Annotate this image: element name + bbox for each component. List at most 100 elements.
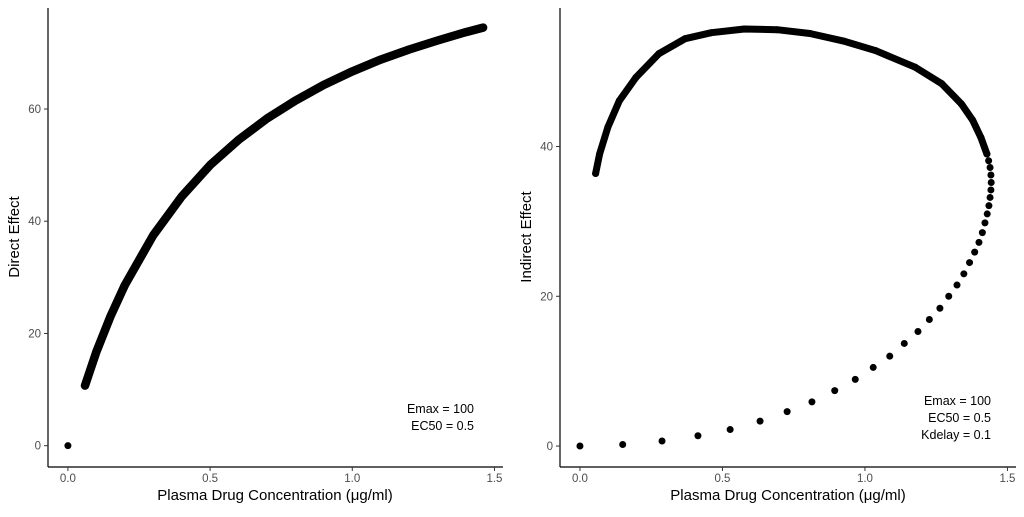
x-tick-label: 1.0 bbox=[857, 473, 873, 485]
x-tick-label: 0.5 bbox=[202, 473, 218, 485]
x-tick-label: 1.0 bbox=[344, 473, 360, 485]
annotation-kdelay: Kdelay = 0.1 bbox=[921, 428, 991, 442]
data-point bbox=[986, 193, 994, 201]
y-tick-label: 20 bbox=[540, 291, 553, 303]
y-axis-title: Indirect Effect bbox=[518, 190, 535, 282]
data-point bbox=[121, 281, 129, 289]
data-point bbox=[806, 29, 814, 37]
data-point bbox=[740, 25, 748, 33]
ticks: 0.0 0.5 1.0 1.5 0 20 40 60 bbox=[28, 104, 502, 485]
direct-effect-panel: 0.0 0.5 1.0 1.5 0 20 40 60 Plasma Drug Concentr… bbox=[6, 8, 503, 504]
x-tick-label: 0.0 bbox=[572, 473, 588, 485]
data-point bbox=[981, 219, 989, 227]
data-point bbox=[291, 97, 299, 105]
data-point bbox=[969, 116, 977, 124]
y-tick-label: 40 bbox=[28, 216, 41, 228]
indirect-effect-panel: 0.0 0.5 1.0 1.5 0 20 40 Plasma Drug Concentrat… bbox=[518, 8, 1016, 504]
data-point bbox=[773, 26, 781, 34]
data-point bbox=[64, 442, 72, 450]
data-point bbox=[178, 193, 186, 201]
data-point bbox=[975, 238, 983, 246]
data-point bbox=[619, 441, 627, 449]
data-point bbox=[869, 363, 877, 371]
data-point bbox=[92, 348, 100, 356]
data-point bbox=[831, 387, 839, 395]
data-point bbox=[596, 150, 604, 158]
data-point bbox=[987, 186, 995, 194]
x-tick-label: 0.5 bbox=[714, 473, 730, 485]
dense-point-trace bbox=[592, 25, 991, 177]
data-point bbox=[945, 292, 953, 300]
data-point bbox=[320, 81, 328, 89]
data-point bbox=[726, 426, 734, 434]
data-point bbox=[263, 115, 271, 123]
data-point bbox=[985, 157, 993, 165]
data-point bbox=[983, 210, 991, 218]
x-axis-title: Plasma Drug Concentration (μg/ml) bbox=[157, 487, 392, 504]
ticks: 0.0 0.5 1.0 1.5 0 20 40 bbox=[540, 142, 1015, 485]
data-point bbox=[405, 46, 413, 54]
data-point bbox=[938, 80, 946, 88]
data-point bbox=[925, 315, 933, 323]
data-point bbox=[987, 171, 995, 179]
data-point bbox=[658, 437, 666, 445]
y-tick-label: 20 bbox=[28, 328, 41, 340]
data-point bbox=[235, 136, 243, 144]
data-point bbox=[604, 123, 612, 131]
data-point bbox=[960, 270, 968, 278]
annotation-emax: Emax = 100 bbox=[924, 394, 991, 408]
data-point bbox=[655, 50, 663, 58]
x-axis-title: Plasma Drug Concentration (μg/ml) bbox=[670, 487, 905, 504]
data-point bbox=[808, 398, 816, 406]
data-point bbox=[694, 432, 702, 440]
data-point bbox=[479, 24, 487, 32]
data-point bbox=[107, 312, 115, 320]
data-point bbox=[911, 63, 919, 71]
data-point bbox=[886, 352, 894, 360]
data-point bbox=[900, 339, 908, 347]
data-point bbox=[978, 229, 986, 237]
data-point bbox=[576, 442, 584, 450]
y-tick-label: 60 bbox=[28, 104, 41, 116]
annotation-ec50: EC50 = 0.5 bbox=[928, 411, 991, 425]
data-point bbox=[434, 37, 442, 45]
data-point bbox=[936, 304, 944, 312]
data-points bbox=[576, 25, 995, 450]
data-point bbox=[756, 417, 764, 425]
data-point bbox=[971, 248, 979, 256]
dense-point-trace bbox=[80, 23, 488, 390]
y-tick-label: 40 bbox=[540, 142, 553, 154]
data-point bbox=[377, 56, 385, 64]
y-tick-label: 0 bbox=[35, 441, 41, 453]
data-point bbox=[966, 259, 974, 267]
data-points bbox=[64, 23, 488, 450]
data-point bbox=[592, 169, 600, 177]
data-point bbox=[986, 163, 994, 171]
data-point bbox=[985, 202, 993, 210]
x-tick-label: 0.0 bbox=[60, 473, 76, 485]
data-point bbox=[81, 382, 89, 390]
data-point bbox=[681, 35, 689, 43]
annotation-emax: Emax = 100 bbox=[407, 402, 474, 416]
annotation-ec50: EC50 = 0.5 bbox=[411, 419, 474, 433]
x-tick-label: 1.5 bbox=[999, 473, 1015, 485]
data-point bbox=[872, 47, 880, 55]
data-point bbox=[462, 28, 470, 36]
data-point bbox=[953, 281, 961, 289]
data-point bbox=[206, 161, 214, 169]
data-point bbox=[957, 100, 965, 108]
y-tick-label: 0 bbox=[547, 441, 553, 453]
data-point bbox=[632, 74, 640, 82]
data-point bbox=[149, 231, 157, 239]
data-point bbox=[977, 134, 985, 142]
data-point bbox=[707, 29, 715, 37]
y-axis-title: Direct Effect bbox=[6, 195, 23, 277]
data-point bbox=[851, 375, 859, 383]
data-point bbox=[783, 408, 791, 416]
data-point bbox=[987, 178, 995, 186]
data-point bbox=[983, 150, 991, 158]
data-point bbox=[839, 37, 847, 45]
x-tick-label: 1.5 bbox=[486, 473, 502, 485]
data-point bbox=[615, 97, 623, 105]
